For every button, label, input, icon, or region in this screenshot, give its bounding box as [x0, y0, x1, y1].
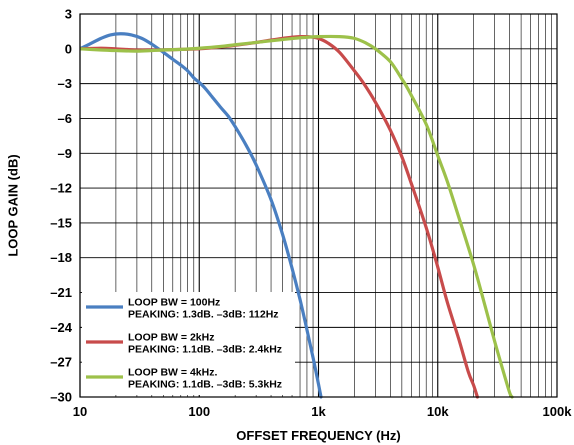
y-tick-label: –27 — [50, 355, 72, 370]
y-tick-label: 3 — [65, 7, 72, 22]
y-tick-label: –9 — [58, 146, 72, 161]
series-line-3 — [80, 34, 514, 399]
y-tick-label: –6 — [58, 111, 72, 126]
y-tick-label: –12 — [50, 181, 72, 196]
legend-entry-detail: PEAKING: 1.1dB. –3dB: 5.3kHz — [128, 379, 282, 391]
legend-entry-name: LOOP BW = 4kHz. — [128, 367, 217, 379]
legend-entry-name: LOOP BW = 100Hz — [128, 297, 220, 309]
y-tick-label: –24 — [50, 320, 72, 335]
x-tick-label: 1k — [311, 404, 326, 419]
y-tick-label: –18 — [50, 250, 72, 265]
plot-frame — [79, 13, 558, 398]
y-tick-label: 0 — [65, 41, 72, 56]
x-tick-label: 100k — [543, 404, 573, 419]
x-axis-label: OFFSET FREQUENCY (Hz) — [236, 428, 400, 443]
y-tick-label: –21 — [50, 285, 72, 300]
x-tick-label: 100 — [188, 404, 210, 419]
y-axis-label: LOOP GAIN (dB) — [5, 154, 20, 256]
series-line-1 — [80, 32, 323, 399]
x-tick-label: 10k — [427, 404, 449, 419]
x-tick-label: 10 — [73, 404, 87, 419]
legend-entry-name: LOOP BW = 2kHz — [128, 332, 214, 344]
series-lines — [80, 32, 514, 399]
legend-entry-detail: PEAKING: 1.3dB. –3dB: 112Hz — [128, 309, 279, 321]
y-tick-label: –15 — [50, 215, 72, 230]
y-tick-label: –30 — [50, 390, 72, 405]
y-tick-label: –3 — [58, 76, 72, 91]
legend-entry-detail: PEAKING: 1.1dB. –3dB: 2.4kHz — [128, 344, 282, 356]
